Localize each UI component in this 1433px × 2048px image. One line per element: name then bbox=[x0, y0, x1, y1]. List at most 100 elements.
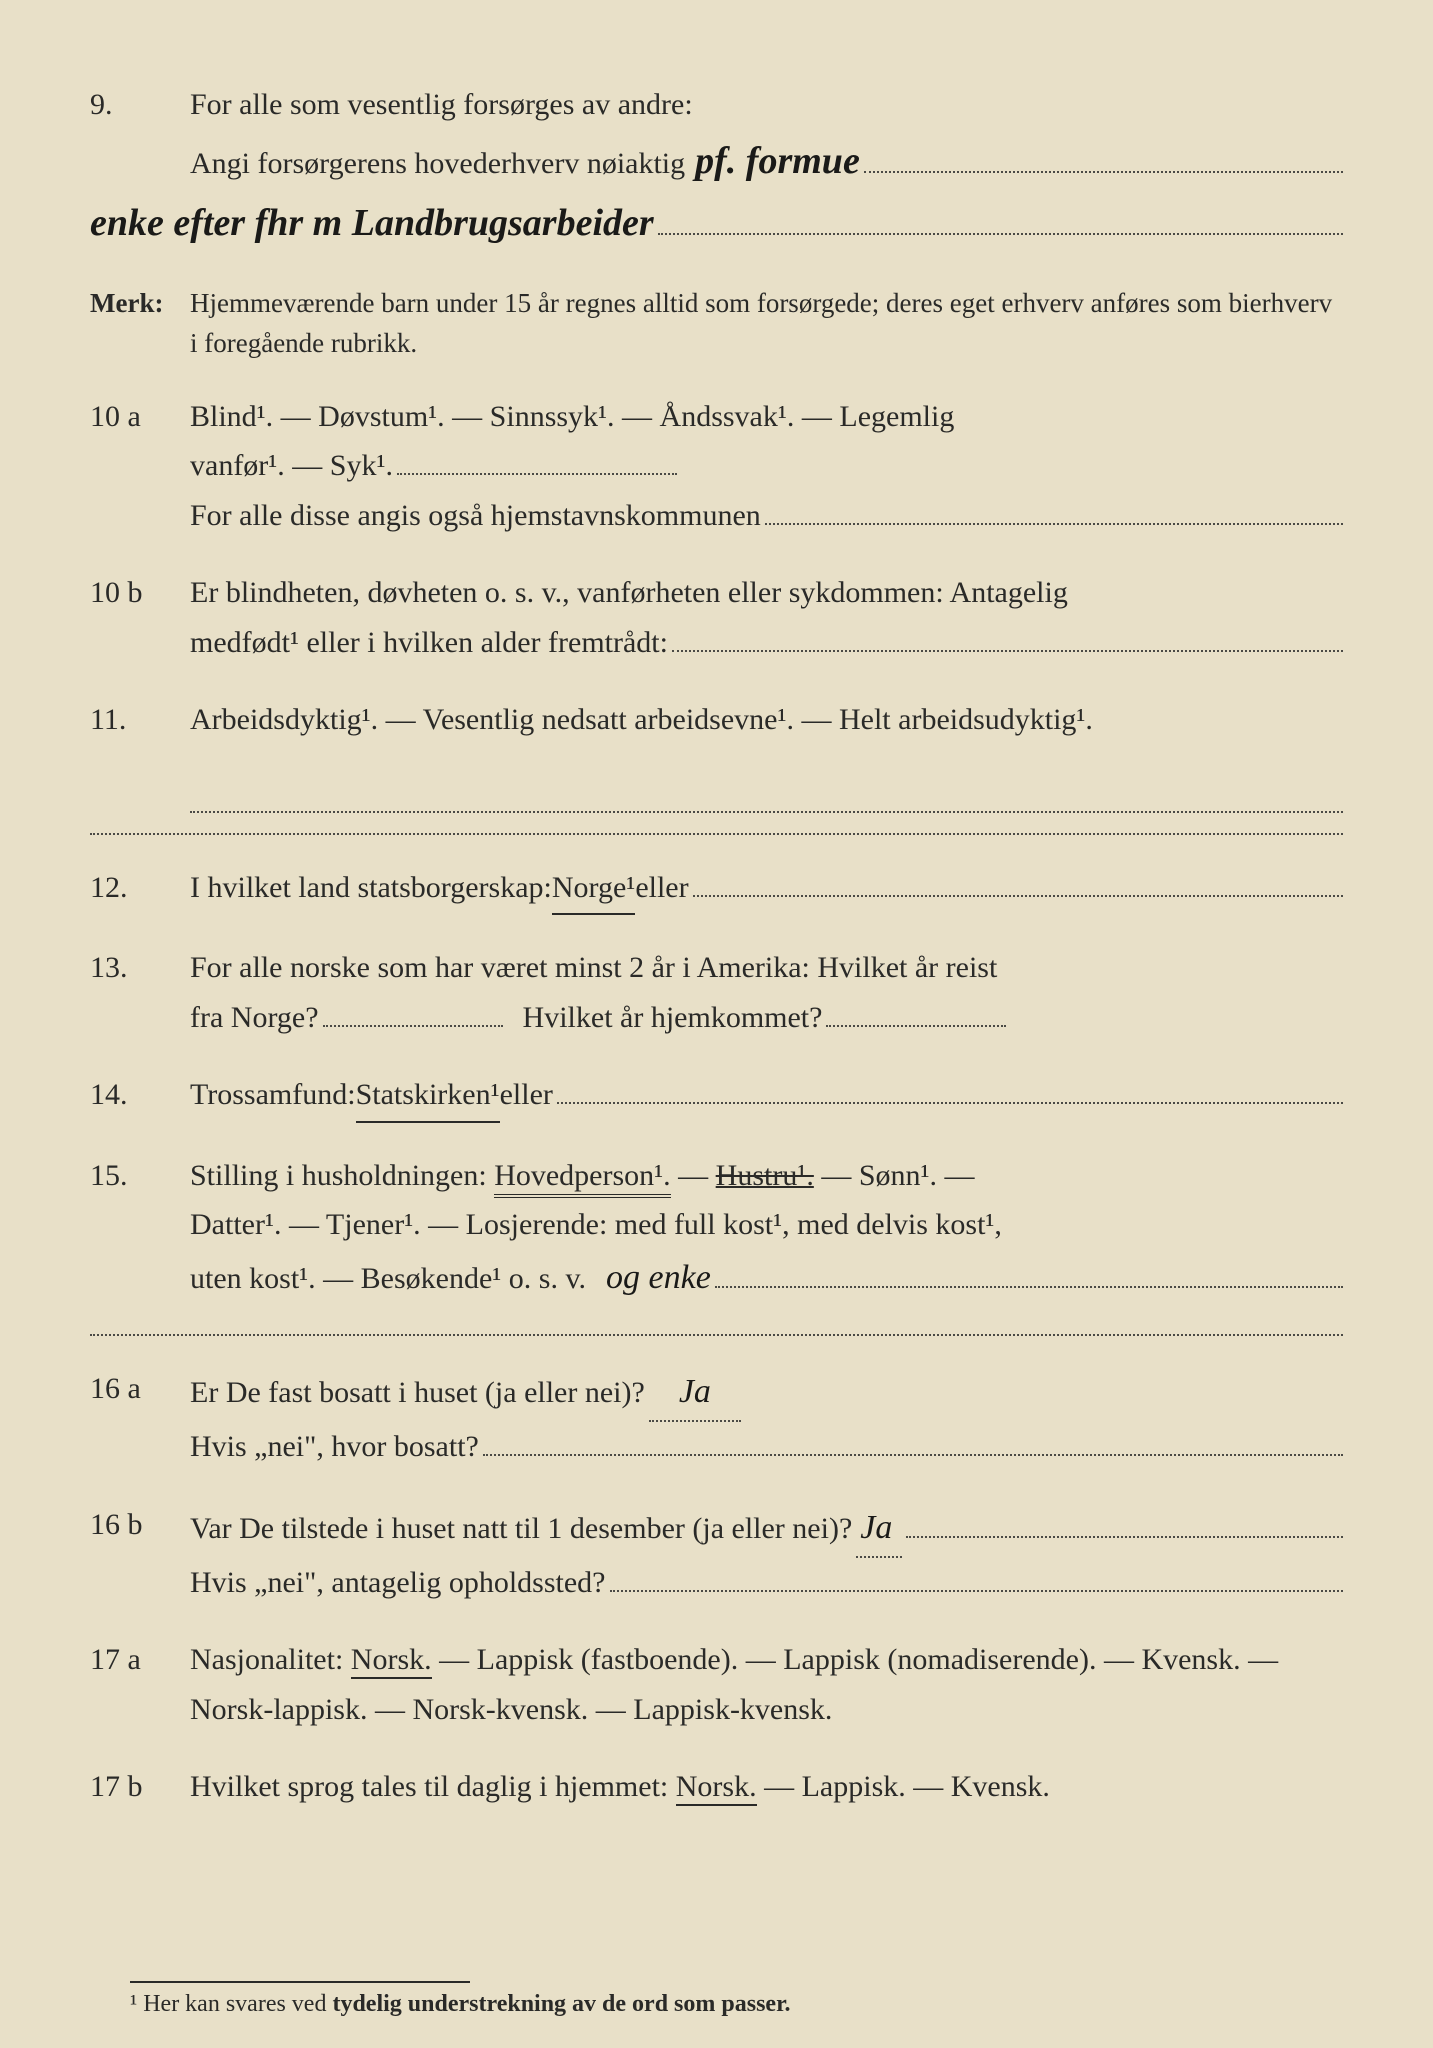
q11-blank-line bbox=[190, 773, 1343, 813]
q10b-content: Er blindheten, døvheten o. s. v., vanfør… bbox=[190, 568, 1343, 667]
q13-line2a: fra Norge? bbox=[190, 993, 319, 1043]
q15-prefix: Stilling i husholdningen: bbox=[190, 1159, 494, 1192]
q16a-q2-prefix: Hvis „nei", hvor bosatt? bbox=[190, 1422, 479, 1472]
q10a-line2: vanfør¹. — Syk¹. bbox=[190, 441, 1343, 491]
q9-content: For alle som vesentlig forsørges av andr… bbox=[190, 80, 1343, 255]
footnote-text: Her kan svares ved tydelig understreknin… bbox=[143, 1991, 790, 2017]
q17a-prefix: Nasjonalitet: bbox=[190, 1643, 351, 1676]
q13-line2b: Hvilket år hjemkommet? bbox=[523, 993, 823, 1043]
q9-handwritten2: enke efter fhr m Landbrugsarbeider bbox=[90, 192, 654, 255]
q16a-fill2 bbox=[483, 1426, 1343, 1456]
divider-2 bbox=[90, 1334, 1343, 1336]
q13-fill2 bbox=[826, 997, 1006, 1027]
q12-suffix: eller bbox=[635, 863, 688, 913]
q15-handwritten: og enke bbox=[606, 1250, 711, 1306]
q15-line3: uten kost¹. — Besøkende¹ o. s. v. og enk… bbox=[190, 1250, 1343, 1306]
q16b-fill2 bbox=[610, 1562, 1344, 1592]
question-12: 12. I hvilket land statsborgerskap: Norg… bbox=[90, 863, 1343, 916]
q10b-line2: medfødt¹ eller i hvilken alder fremtrådt… bbox=[190, 618, 1343, 668]
q12-prefix: I hvilket land statsborgerskap: bbox=[190, 863, 552, 913]
q10a-fill3 bbox=[765, 495, 1343, 525]
q13-number: 13. bbox=[90, 943, 190, 1042]
divider-1 bbox=[90, 833, 1343, 835]
q12-number: 12. bbox=[90, 863, 190, 916]
q12-fill bbox=[693, 867, 1343, 897]
q16a-content: Er De fast bosatt i huset (ja eller nei)… bbox=[190, 1364, 1343, 1472]
q9-line2-prefix: Angi forsørgerens hovederhverv nøiaktig bbox=[190, 139, 685, 189]
q16b-answer-wrap: Ja bbox=[856, 1500, 902, 1558]
q10a-line2-prefix: vanfør¹. — Syk¹. bbox=[190, 441, 393, 491]
merk-label: Merk: bbox=[90, 283, 190, 364]
q16a-q1-prefix: Er De fast bosatt i huset (ja eller nei)… bbox=[190, 1368, 645, 1418]
q9-line3: enke efter fhr m Landbrugsarbeider bbox=[90, 192, 1343, 255]
q15-rest1: — Sønn¹. — bbox=[821, 1159, 974, 1192]
q17b-content: Hvilket sprog tales til daglig i hjemmet… bbox=[190, 1762, 1343, 1812]
q16b-line1: Var De tilstede i huset natt til 1 desem… bbox=[190, 1500, 1343, 1558]
q13-content: For alle norske som har været minst 2 år… bbox=[190, 943, 1343, 1042]
q10a-fill2 bbox=[397, 445, 677, 475]
q10a-number: 10 a bbox=[90, 392, 190, 541]
q15-number: 15. bbox=[90, 1151, 190, 1306]
q17a-underlined: Norsk. bbox=[351, 1643, 432, 1679]
q17b-prefix: Hvilket sprog tales til daglig i hjemmet… bbox=[190, 1770, 676, 1803]
q16a-number: 16 a bbox=[90, 1364, 190, 1472]
q13-line1: For alle norske som har været minst 2 år… bbox=[190, 943, 1343, 993]
question-10a: 10 a Blind¹. — Døvstum¹. — Sinnssyk¹. — … bbox=[90, 392, 1343, 541]
q14-underlined: Statskirken¹ bbox=[356, 1070, 500, 1123]
question-9: 9. For alle som vesentlig forsørges av a… bbox=[90, 80, 1343, 255]
q12-underlined: Norge¹ bbox=[552, 863, 635, 916]
q9-fill1 bbox=[864, 143, 1343, 173]
q10a-line1: Blind¹. — Døvstum¹. — Sinnssyk¹. — Åndss… bbox=[190, 392, 1343, 442]
q14-prefix: Trossamfund: bbox=[190, 1070, 356, 1120]
q11-number: 11. bbox=[90, 695, 190, 745]
q10a-content: Blind¹. — Døvstum¹. — Sinnssyk¹. — Åndss… bbox=[190, 392, 1343, 541]
q11-content: Arbeidsdyktig¹. — Vesentlig nedsatt arbe… bbox=[190, 695, 1343, 745]
footnote-marker: ¹ bbox=[130, 1991, 137, 2017]
q17b-underlined: Norsk. bbox=[676, 1770, 757, 1806]
footnote: ¹ Her kan svares ved tydelig understrekn… bbox=[130, 1981, 791, 2018]
q16a-line2: Hvis „nei", hvor bosatt? bbox=[190, 1422, 1343, 1472]
q17a-number: 17 a bbox=[90, 1635, 190, 1734]
q16b-fillx bbox=[906, 1508, 1343, 1538]
q17b-number: 17 b bbox=[90, 1762, 190, 1812]
q10a-line3: For alle disse angis også hjemstavnskomm… bbox=[190, 491, 1343, 541]
merk-note: Merk: Hjemmeværende barn under 15 år reg… bbox=[90, 283, 1343, 364]
q15-line2: Datter¹. — Tjener¹. — Losjerende: med fu… bbox=[190, 1200, 1343, 1250]
q16b-line2: Hvis „nei", antagelig opholdssted? bbox=[190, 1558, 1343, 1608]
question-17b: 17 b Hvilket sprog tales til daglig i hj… bbox=[90, 1762, 1343, 1812]
q14-number: 14. bbox=[90, 1070, 190, 1123]
question-15: 15. Stilling i husholdningen: Hovedperso… bbox=[90, 1151, 1343, 1306]
q15-dash1: — bbox=[678, 1159, 716, 1192]
q16b-content: Var De tilstede i huset natt til 1 desem… bbox=[190, 1500, 1343, 1608]
question-10b: 10 b Er blindheten, døvheten o. s. v., v… bbox=[90, 568, 1343, 667]
q15-line1: Stilling i husholdningen: Hovedperson¹. … bbox=[190, 1151, 1343, 1201]
q15-hovedperson: Hovedperson¹. bbox=[494, 1159, 670, 1198]
question-13: 13. For alle norske som har været minst … bbox=[90, 943, 1343, 1042]
q9-line1: For alle som vesentlig forsørges av andr… bbox=[190, 80, 1343, 130]
q9-line2: Angi forsørgerens hovederhverv nøiaktig … bbox=[190, 130, 1343, 193]
q17b-rest: — Lappisk. — Kvensk. bbox=[757, 1770, 1050, 1803]
q17a-content: Nasjonalitet: Norsk. — Lappisk (fastboen… bbox=[190, 1635, 1343, 1734]
q16b-q1-prefix: Var De tilstede i huset natt til 1 desem… bbox=[190, 1504, 852, 1554]
q13-line2: fra Norge? Hvilket år hjemkommet? bbox=[190, 993, 1343, 1043]
q14-suffix: eller bbox=[500, 1070, 553, 1120]
question-16a: 16 a Er De fast bosatt i huset (ja eller… bbox=[90, 1364, 1343, 1472]
q11-text: Arbeidsdyktig¹. — Vesentlig nedsatt arbe… bbox=[190, 695, 1343, 745]
q15-hustru: Hustru¹. bbox=[716, 1159, 814, 1192]
q10a-line3-prefix: For alle disse angis også hjemstavnskomm… bbox=[190, 491, 761, 541]
q16b-answer1: Ja bbox=[860, 1509, 892, 1546]
q10b-fill bbox=[672, 622, 1343, 652]
q10b-number: 10 b bbox=[90, 568, 190, 667]
q14-content: Trossamfund: Statskirken¹ eller bbox=[190, 1070, 1343, 1123]
q16b-q2-prefix: Hvis „nei", antagelig opholdssted? bbox=[190, 1558, 606, 1608]
q10b-line2-prefix: medfødt¹ eller i hvilken alder fremtrådt… bbox=[190, 618, 668, 668]
question-14: 14. Trossamfund: Statskirken¹ eller bbox=[90, 1070, 1343, 1123]
q15-fill bbox=[715, 1258, 1343, 1288]
q16b-number: 16 b bbox=[90, 1500, 190, 1608]
q16a-answer1: Ja bbox=[679, 1373, 711, 1410]
q12-content: I hvilket land statsborgerskap: Norge¹ e… bbox=[190, 863, 1343, 916]
question-16b: 16 b Var De tilstede i huset natt til 1 … bbox=[90, 1500, 1343, 1608]
question-11: 11. Arbeidsdyktig¹. — Vesentlig nedsatt … bbox=[90, 695, 1343, 745]
q16a-answer-wrap: Ja bbox=[649, 1364, 741, 1422]
q13-fill1 bbox=[323, 997, 503, 1027]
